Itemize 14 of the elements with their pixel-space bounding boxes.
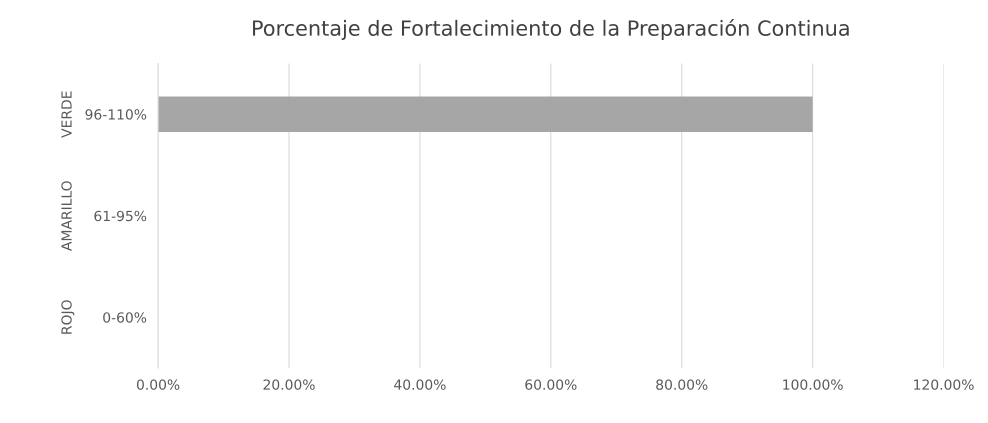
x-tick-label: 80.00% <box>656 379 708 390</box>
y-tick-label: 96-110% <box>85 109 146 120</box>
x-tick-label: 100.00% <box>783 379 843 390</box>
x-tick-label: 60.00% <box>525 379 577 390</box>
text: AMARILLO <box>61 181 72 251</box>
x-tick-label: 120.00% <box>914 379 974 390</box>
x-tick-label: 20.00% <box>264 379 315 390</box>
text: VERDE <box>61 91 72 138</box>
x-tick-label: 40.00% <box>394 379 446 390</box>
text: ROJO <box>61 300 74 334</box>
y-tick-label: 0-60% <box>103 312 146 323</box>
chart-title: Porcentaje de Fortalecimiento de la Preparación Continua <box>253 19 849 40</box>
x-tick-label: 0.00% <box>136 379 180 390</box>
y-tick-label: 61-95% <box>94 210 146 222</box>
